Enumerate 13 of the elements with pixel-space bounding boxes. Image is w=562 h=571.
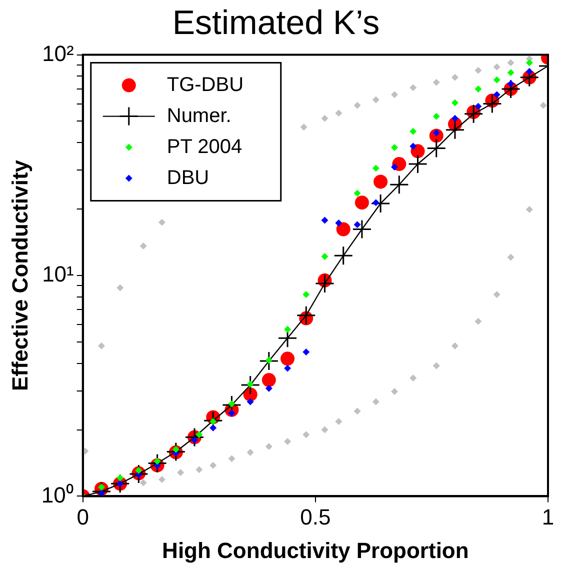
legend-label: TG-DBU [166,74,244,96]
x-tick-label: 1 [542,504,554,530]
y-tick-label: 10² [42,40,74,66]
legend-label: PT 2004 [166,136,242,158]
legend-label: DBU [166,166,210,189]
x-axis-title: High Conductivity Proportion [162,538,469,563]
y-tick-label: 10¹ [42,262,74,287]
y-tick-label: 10⁰ [41,482,74,508]
x-tick-label: 0.5 [300,504,331,530]
legend-label: Numer. [166,104,232,127]
y-axis-title: Effective Conductivity [7,159,32,392]
x-tick-label: 0 [76,504,89,530]
chart-title: Estimated K’s [172,4,380,42]
